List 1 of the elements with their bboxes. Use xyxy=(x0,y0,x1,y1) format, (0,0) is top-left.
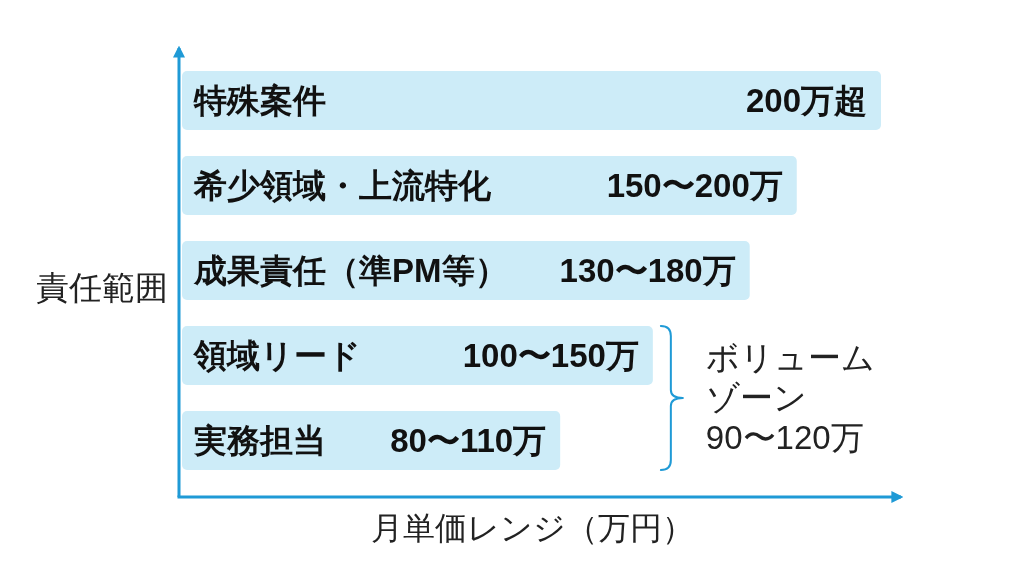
annotation: ボリュームゾーン 90〜120万 xyxy=(705,338,876,458)
